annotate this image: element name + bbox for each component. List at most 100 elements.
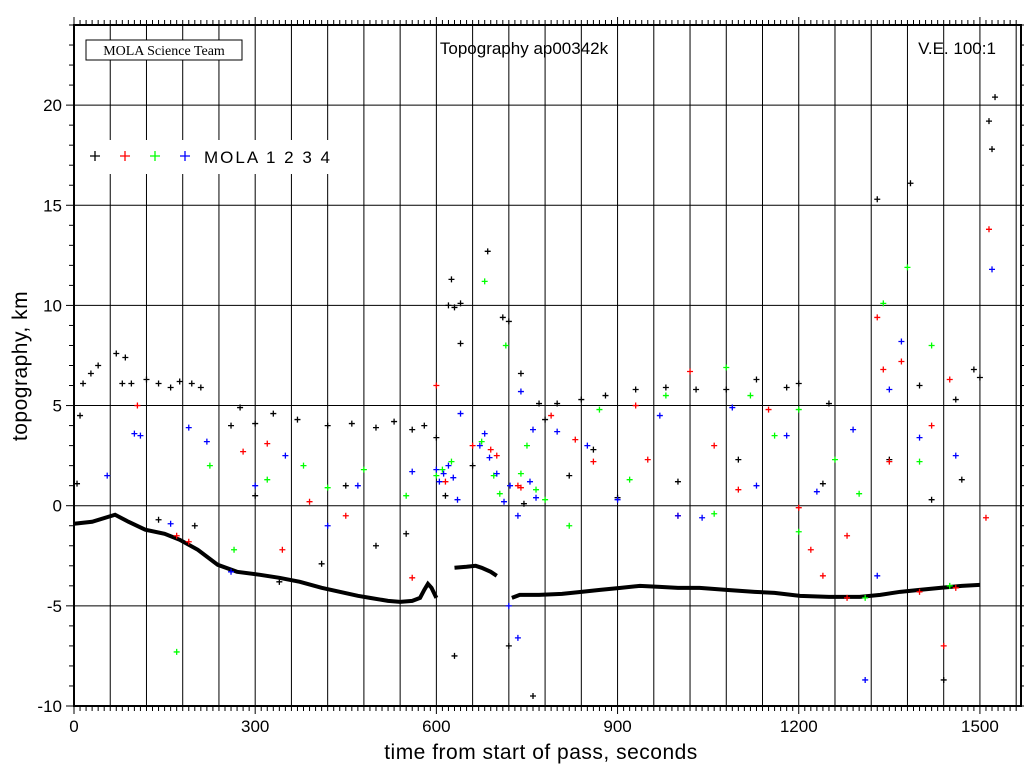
data-point-mola-2 <box>644 456 651 463</box>
data-point-mola-1 <box>693 386 700 393</box>
data-point-mola-4 <box>505 602 512 609</box>
data-point-mola-4 <box>674 512 681 519</box>
data-point-mola-1 <box>451 304 458 311</box>
data-point-mola-4 <box>753 482 760 489</box>
data-point-mola-1 <box>448 276 455 283</box>
data-point-mola-4 <box>916 434 923 441</box>
data-point-mola-4 <box>185 424 192 431</box>
data-point-mola-2 <box>264 440 271 447</box>
plot-frame <box>73 24 1022 707</box>
data-point-mola-4 <box>533 494 540 501</box>
data-point-mola-3 <box>904 264 911 271</box>
data-point-mola-4 <box>699 514 706 521</box>
data-point-mola-2 <box>946 376 953 383</box>
data-point-mola-3 <box>173 648 180 655</box>
data-point-mola-1 <box>825 400 832 407</box>
data-point-mola-4 <box>874 572 881 579</box>
data-point-mola-4 <box>517 388 524 395</box>
data-point-mola-2 <box>916 588 923 595</box>
data-point-mola-1 <box>155 516 162 523</box>
data-point-mola-4 <box>440 470 447 477</box>
data-point-mola-1 <box>457 300 464 307</box>
data-point-mola-3 <box>542 496 549 503</box>
data-point-mola-4 <box>228 568 235 575</box>
data-point-mola-2 <box>342 512 349 519</box>
data-point-mola-2 <box>886 458 893 465</box>
data-point-mola-4 <box>584 442 591 449</box>
data-point-mola-1 <box>520 500 527 507</box>
data-point-mola-1 <box>517 370 524 377</box>
data-point-mola-3 <box>928 342 935 349</box>
data-point-mola-3 <box>300 462 307 469</box>
data-point-mola-3 <box>880 300 887 307</box>
data-point-mola-2 <box>898 358 905 365</box>
data-point-mola-2 <box>711 442 718 449</box>
data-point-mola-2 <box>952 584 959 591</box>
data-point-mola-1 <box>457 340 464 347</box>
data-point-mola-1 <box>530 692 537 699</box>
data-point-mola-3 <box>481 278 488 285</box>
data-point-mola-2 <box>514 482 521 489</box>
data-point-mola-1 <box>632 386 639 393</box>
data-point-mola-1 <box>469 462 476 469</box>
data-point-mola-3 <box>862 594 869 601</box>
data-point-mola-4 <box>813 488 820 495</box>
data-point-mola-4 <box>481 430 488 437</box>
data-point-mola-1 <box>252 420 259 427</box>
data-point-mola-1 <box>348 420 355 427</box>
data-point-mola-4 <box>137 432 144 439</box>
x-tick-labels: 0 300 600 900 1200 1500 <box>69 717 999 736</box>
data-point-mola-1 <box>874 196 881 203</box>
data-point-mola-1 <box>566 472 573 479</box>
data-point-mola-2 <box>442 478 449 485</box>
data-point-mola-3 <box>916 458 923 465</box>
data-point-mola-4 <box>886 386 893 393</box>
data-point-mola-3 <box>433 472 440 479</box>
data-point-mola-1 <box>77 412 84 419</box>
x-axis-label: time from start of pass, seconds <box>384 741 698 764</box>
data-point-mola-1 <box>372 542 379 549</box>
data-point-mola-1 <box>403 530 410 537</box>
data-point-mola-1 <box>87 370 94 377</box>
data-point-mola-3 <box>403 492 410 499</box>
data-point-mola-4 <box>450 474 457 481</box>
data-point-mola-1 <box>445 302 452 309</box>
data-point-mola-1 <box>484 248 491 255</box>
data-point-mola-3 <box>502 342 509 349</box>
data-point-mola-1 <box>992 94 999 101</box>
data-point-mola-1 <box>662 384 669 391</box>
data-point-mola-4 <box>501 498 508 505</box>
data-point-mola-2 <box>185 538 192 545</box>
data-point-mola-2 <box>469 442 476 449</box>
data-point-mola-3 <box>795 528 802 535</box>
data-point-mola-1 <box>391 418 398 425</box>
data-point-mola-1 <box>155 380 162 387</box>
data-point-mola-1 <box>74 480 81 487</box>
data-point-mola-2 <box>306 498 313 505</box>
data-point-mola-2 <box>433 382 440 389</box>
ground-track-segment <box>511 582 981 600</box>
data-point-mola-1 <box>324 422 331 429</box>
data-point-mola-2 <box>632 402 639 409</box>
credit-label: MOLA Science Team <box>103 44 225 59</box>
data-point-mola-2 <box>735 486 742 493</box>
data-point-mola-1 <box>505 318 512 325</box>
data-point-mola-1 <box>674 478 681 485</box>
data-point-mola-3 <box>360 466 367 473</box>
data-point-mola-2 <box>548 412 555 419</box>
x-tick-label: 900 <box>603 717 631 736</box>
data-point-mola-1 <box>128 380 135 387</box>
data-point-mola-3 <box>439 466 446 473</box>
data-point-mola-1 <box>122 354 129 361</box>
data-point-mola-2 <box>880 366 887 373</box>
data-point-mola-1 <box>940 676 947 683</box>
data-point-mola-3 <box>946 582 953 589</box>
data-point-mola-2 <box>982 514 989 521</box>
data-point-mola-4 <box>131 430 138 437</box>
data-point-mola-3 <box>496 490 503 497</box>
data-point-mola-3 <box>626 476 633 483</box>
data-point-mola-4 <box>445 462 452 469</box>
y-tick-label: -10 <box>37 697 62 716</box>
legend-label: MOLA 1 2 3 4 <box>204 148 332 167</box>
data-point-mola-4 <box>167 520 174 527</box>
